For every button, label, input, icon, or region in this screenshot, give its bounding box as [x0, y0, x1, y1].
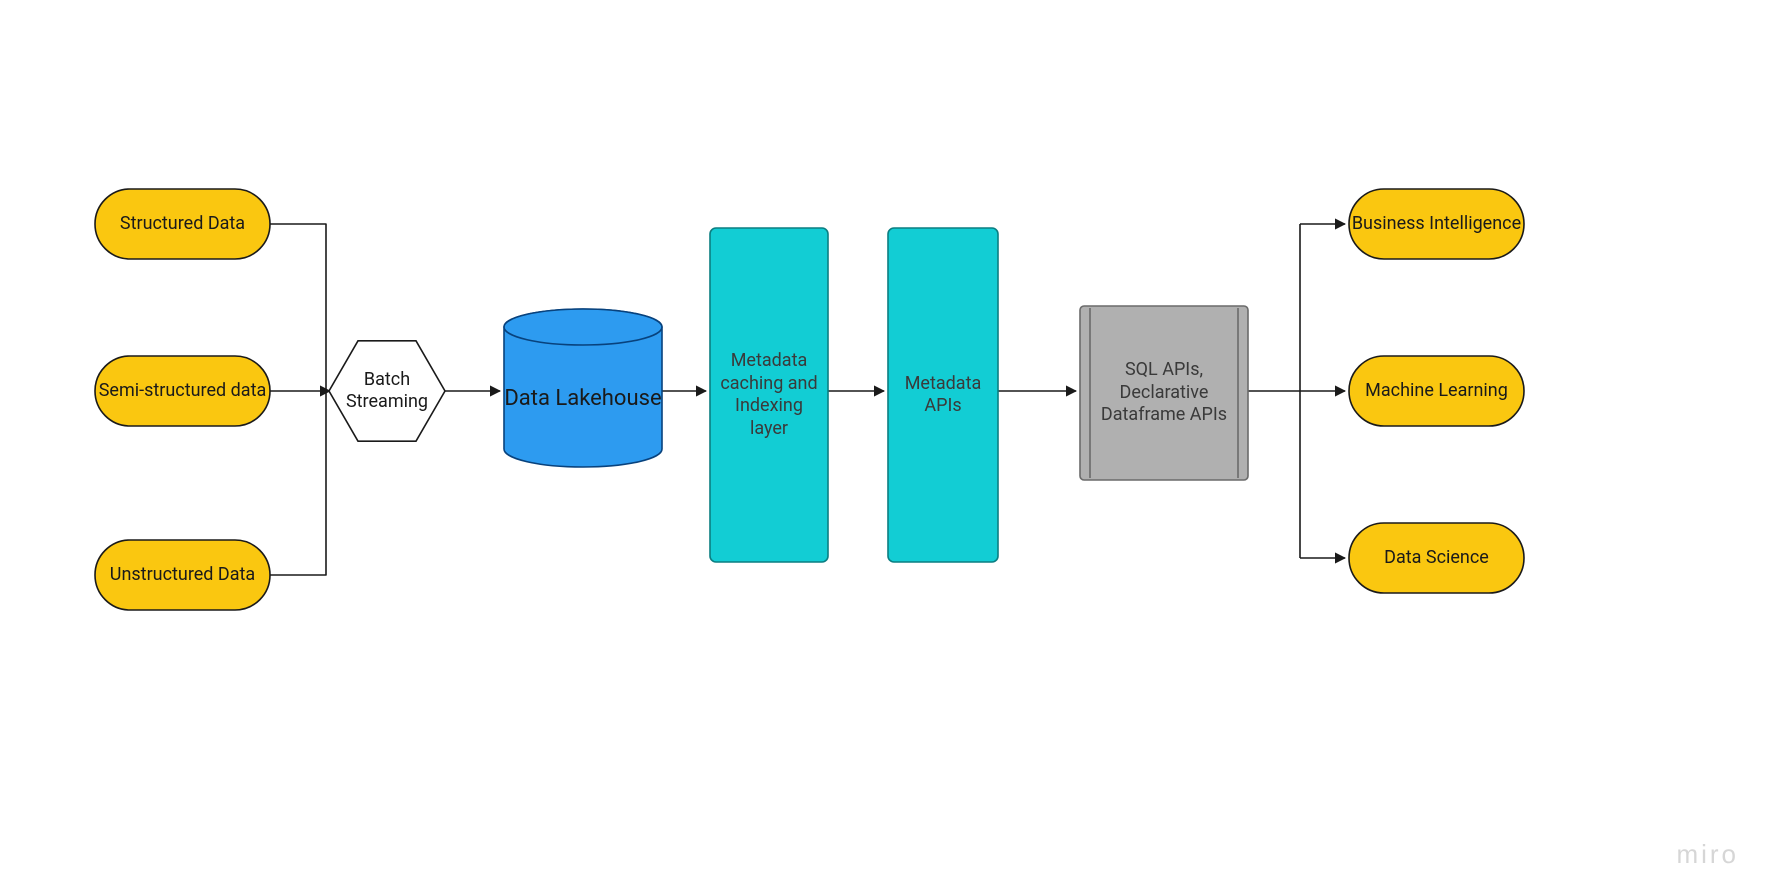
diagram-svg	[0, 0, 1767, 884]
diagram-canvas: Structured DataSemi-structured dataUnstr…	[0, 0, 1767, 884]
miro-watermark: miro	[1676, 839, 1739, 870]
